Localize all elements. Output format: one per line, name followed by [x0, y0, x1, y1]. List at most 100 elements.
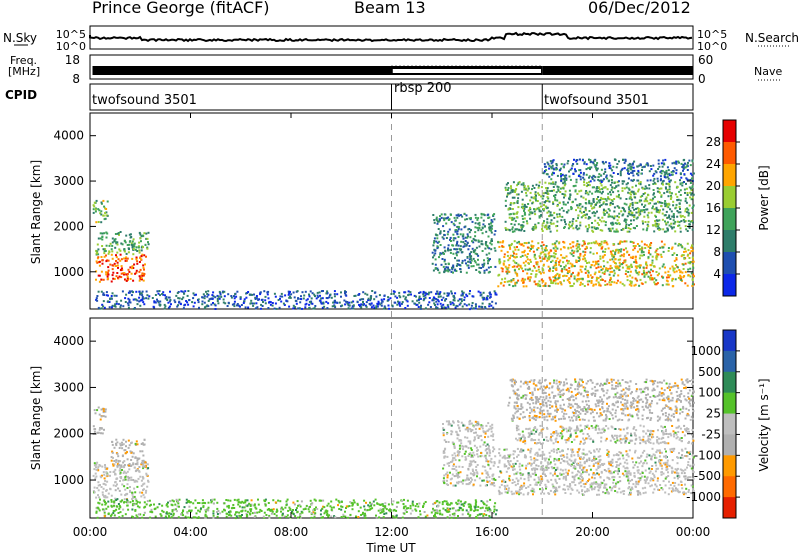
power-region-4-point	[422, 293, 425, 296]
power-region-8-point	[637, 171, 640, 174]
power-region-1-point	[112, 271, 115, 274]
power-region-7-point	[520, 226, 523, 229]
power-region-5-point	[440, 213, 443, 216]
velocity-region-4-point	[330, 508, 333, 511]
power-region-1-point	[121, 268, 124, 271]
power-region-6-point	[684, 250, 687, 253]
velocity-region-4-point	[326, 504, 329, 507]
velocity-region-4-point	[359, 506, 362, 509]
power-region-7-point	[521, 203, 524, 206]
power-region-4-point	[340, 291, 342, 294]
power-region-6-point	[524, 278, 527, 281]
velocity-region-4-point	[132, 516, 135, 519]
velocity-region-5-point	[480, 434, 483, 437]
power-region-7-point	[661, 182, 664, 185]
power-region-5-point	[475, 269, 478, 271]
power-region-7-point	[516, 228, 519, 231]
velocity-region-1-point	[136, 468, 139, 471]
power-region-4-point	[370, 297, 372, 300]
power-region-4-point	[428, 297, 431, 299]
power-region-8-point	[565, 177, 568, 180]
power-region-7-point	[556, 229, 559, 232]
velocity-region-2-point	[115, 459, 118, 462]
power-region-7-point	[534, 191, 537, 194]
power-region-8-point	[576, 159, 579, 162]
power-region-7-point	[592, 206, 595, 209]
power-region-8-point	[592, 162, 595, 165]
power-region-4-point	[489, 291, 491, 294]
power-region-7-point	[649, 202, 652, 205]
power-region-1-point	[119, 253, 122, 256]
velocity-region-1-point	[94, 472, 97, 475]
velocity-region-4-point	[162, 510, 165, 513]
power-region-7-point	[583, 181, 585, 184]
power-region-7-point	[525, 191, 527, 194]
power-region-7-point	[652, 197, 655, 200]
power-region-7-point	[576, 204, 579, 207]
power-region-6-point	[509, 254, 512, 257]
power-region-6-point	[629, 274, 632, 277]
velocity-region-1-point	[93, 491, 96, 494]
power-region-7-point	[523, 184, 526, 187]
power-region-4-point	[375, 306, 378, 309]
power-region-8-point	[610, 179, 613, 181]
power-region-4-point	[138, 290, 141, 293]
power-region-3-point	[105, 208, 108, 210]
power-region-5-point	[442, 265, 445, 268]
power-region-6-point	[673, 267, 676, 270]
velocity-region-5-point	[453, 457, 456, 460]
power-region-6-point	[589, 247, 592, 250]
power-region-6-point	[554, 268, 557, 270]
velocity-region-5-point	[470, 463, 473, 466]
power-region-4-point	[167, 306, 170, 309]
power-region-4-point	[454, 292, 457, 295]
power-region-6-point	[512, 278, 515, 280]
cpid-segment-2: rbsp 200	[394, 81, 452, 96]
power-region-2-point	[106, 232, 109, 235]
power-region-4-point	[261, 298, 264, 301]
power-region-5-point	[447, 244, 450, 247]
power-region-7-point	[578, 203, 581, 206]
power-region-4-point	[420, 304, 422, 307]
velocity-region-5-point	[465, 483, 468, 486]
power-region-6-point	[630, 265, 633, 268]
power-region-6-point	[566, 262, 569, 265]
power-region-6-point	[503, 253, 506, 256]
power-region-6-point	[647, 257, 650, 260]
power-region-3-point	[100, 221, 103, 224]
velocity-region-4-point	[239, 515, 242, 518]
power-region-8-point	[606, 177, 609, 180]
power-region-5-point	[444, 263, 447, 266]
power-region-4-point	[435, 306, 438, 309]
power-region-6-point	[571, 285, 574, 287]
velocity-region-4-point	[369, 505, 372, 508]
velocity-region-5-point	[469, 442, 472, 445]
power-region-7-point	[556, 204, 559, 207]
velocity-region-4-point	[201, 499, 204, 502]
power-region-1-point	[101, 259, 104, 262]
power-region-6-point	[686, 254, 689, 257]
power-region-6-point	[516, 273, 519, 276]
power-region-6-point	[615, 262, 617, 265]
power-region-7-point	[600, 192, 603, 195]
velocity-region-4-point	[171, 510, 174, 513]
power-region-3-point	[97, 208, 100, 211]
power-region-1-point	[115, 265, 117, 267]
power-region-7-point	[558, 208, 561, 211]
power-region-7-point	[615, 185, 618, 188]
power-region-7-point	[666, 190, 669, 193]
velocity-region-4-point	[244, 501, 247, 504]
power-region-6-point	[501, 270, 504, 273]
power-region-5-point	[469, 218, 472, 221]
velocity-region-4-point	[166, 503, 169, 506]
power-region-7-point	[538, 208, 541, 211]
velocity-region-4-point	[457, 499, 460, 502]
power-region-3-point	[93, 201, 96, 204]
power-region-6-point	[499, 241, 502, 244]
power-region-8-point	[665, 172, 668, 175]
power-region-4-point	[127, 304, 130, 307]
velocity-region-4-point	[451, 507, 454, 510]
power-region-4-point	[141, 290, 144, 293]
power-region-5-point	[452, 222, 455, 225]
power-region-8-point	[646, 162, 649, 165]
